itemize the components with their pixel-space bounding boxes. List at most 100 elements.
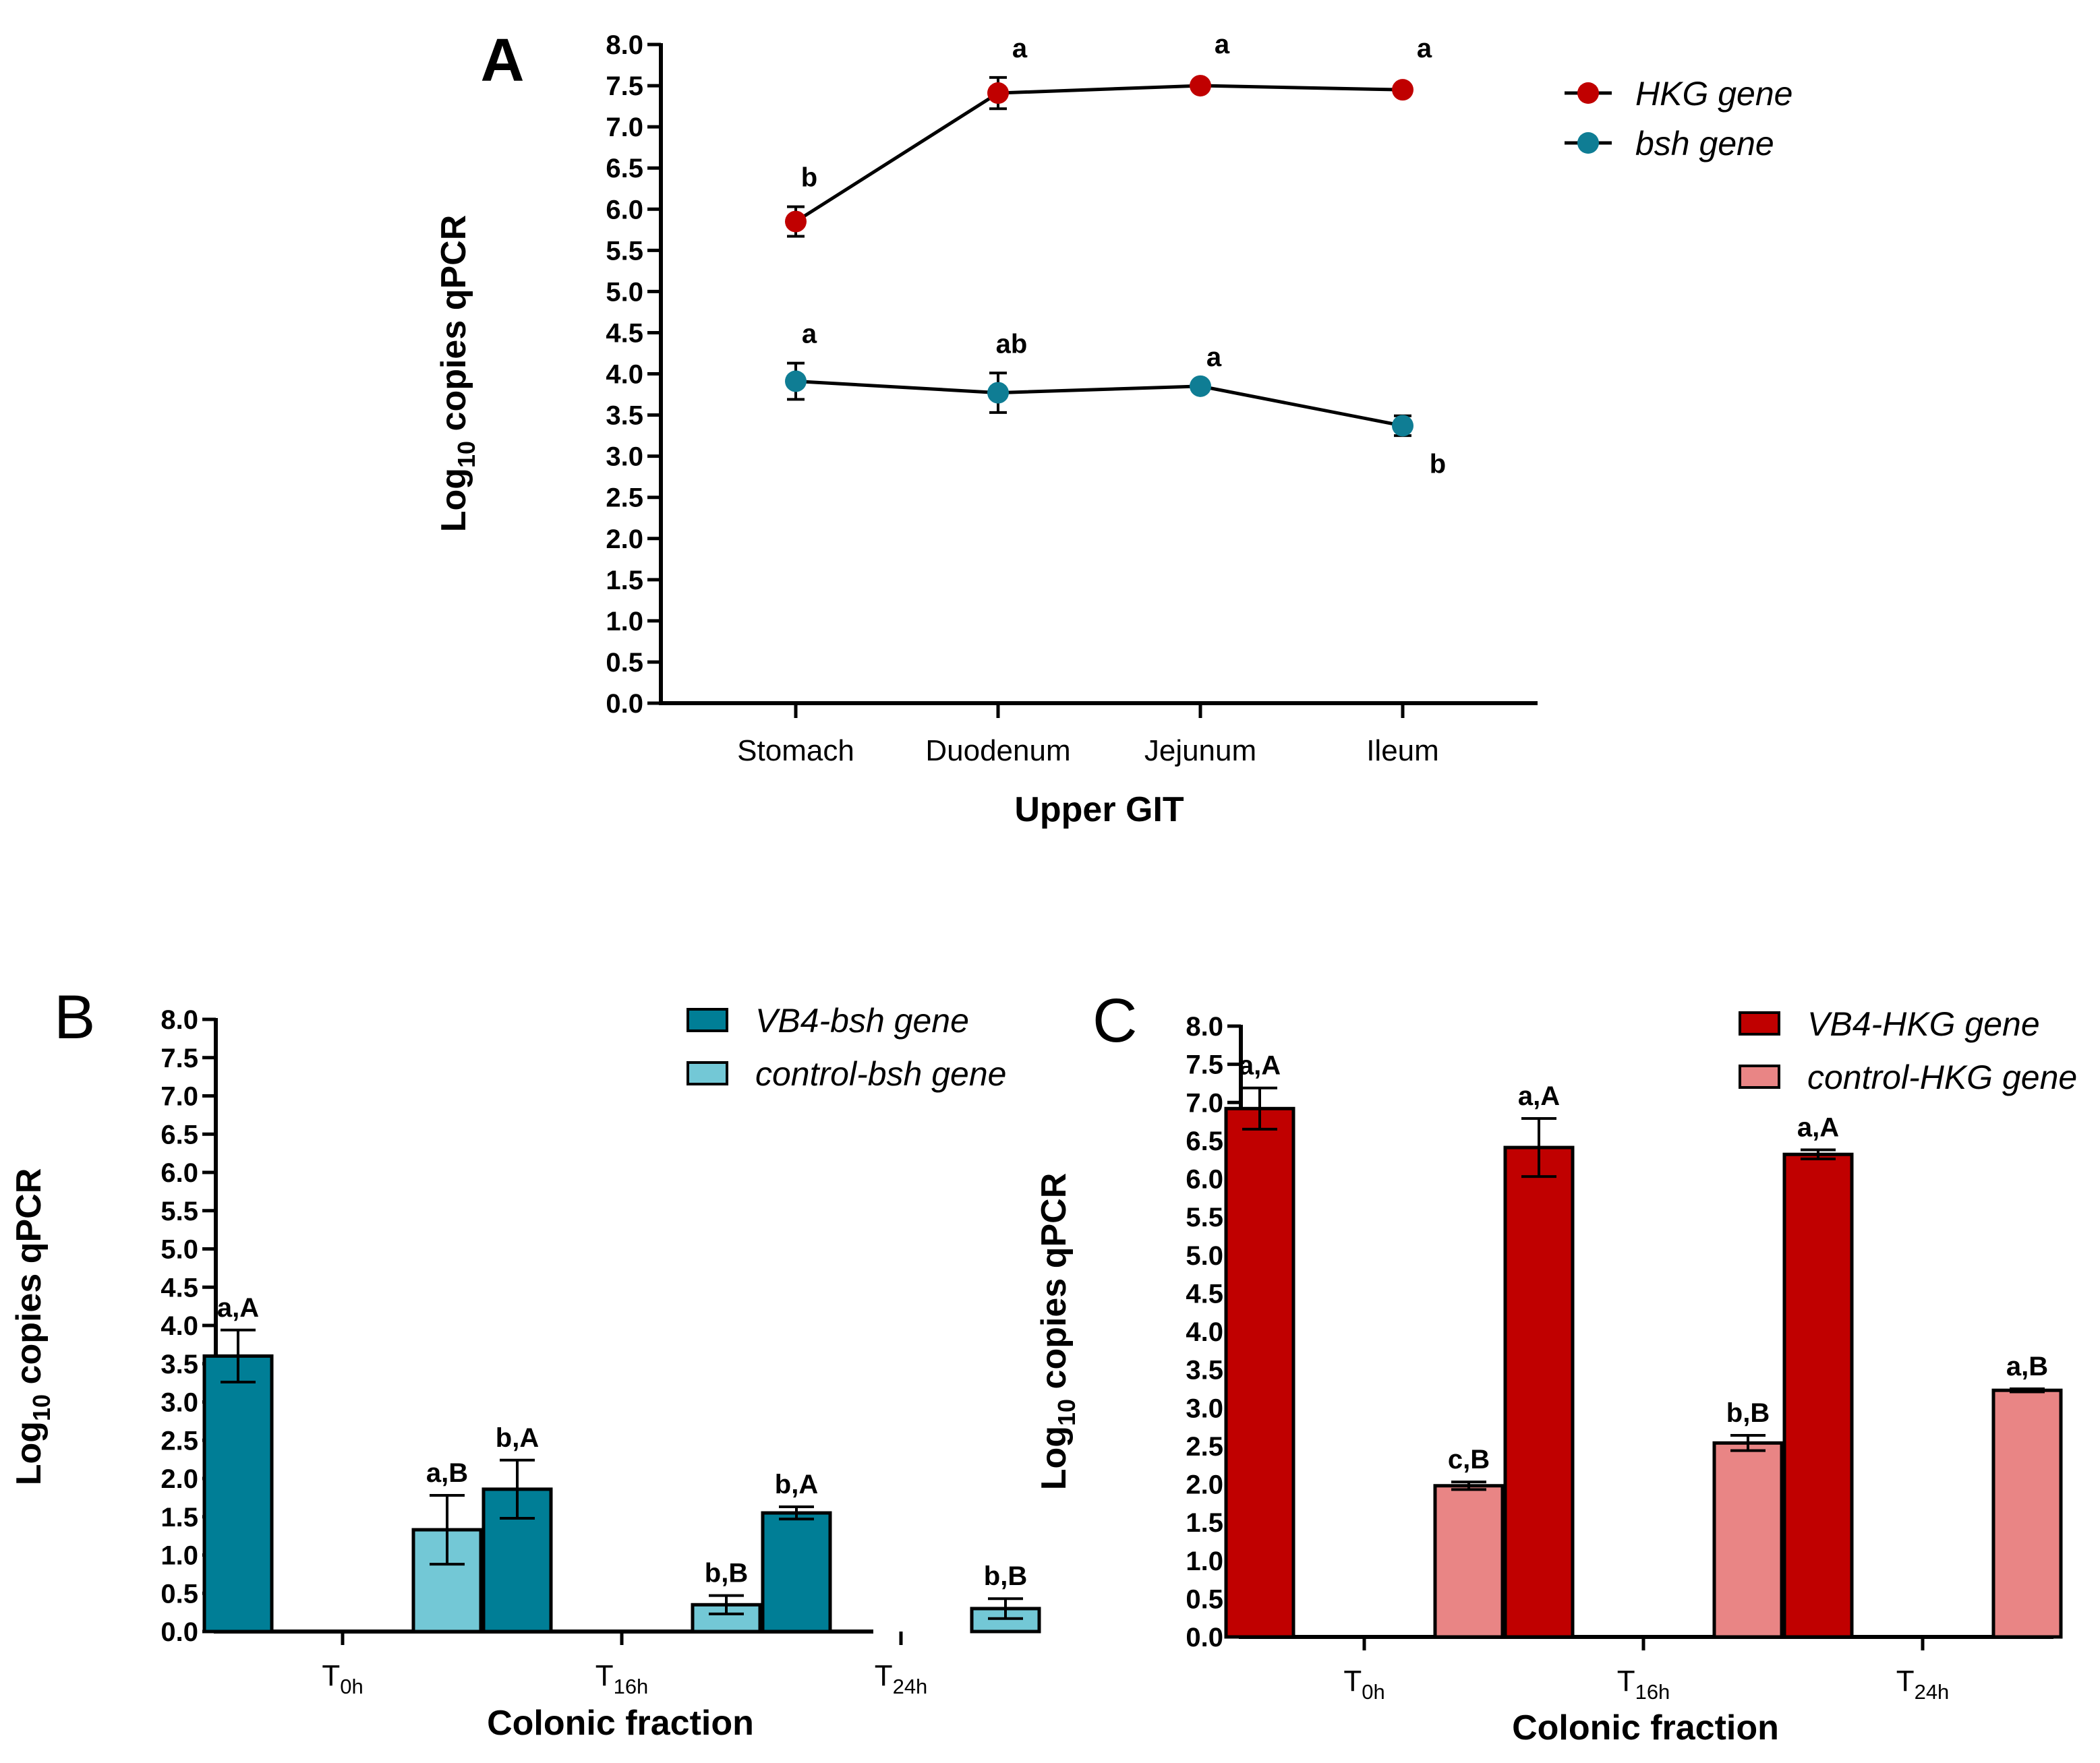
y-axis-label: Log10 copies qPCR <box>1034 1173 1080 1491</box>
panel-a-line-chart: 0.0 0.5 1.0 1.5 2.0 2.5 3.0 3.5 4.0 4.5 5.0 5.5 6.0 6… <box>434 27 1792 829</box>
significance-letter: b <box>1430 449 1446 479</box>
y-tick-label: 7.5 <box>1186 1050 1223 1080</box>
data-point <box>1190 375 1211 397</box>
x-axis-label: Colonic fraction <box>1512 1708 1779 1747</box>
y-tick-label: 5.0 <box>606 277 643 307</box>
y-axis-label-rest: copies qPCR <box>434 215 473 441</box>
legend-marker <box>1577 132 1599 154</box>
significance-letter: b,B <box>984 1561 1027 1591</box>
y-tick-label: 0.0 <box>1186 1623 1223 1652</box>
x-tick-label: T0h <box>1343 1665 1384 1704</box>
y-axis-label-sub: 10 <box>1053 1399 1080 1426</box>
data-point <box>1392 79 1413 101</box>
significance-letter: b,B <box>705 1559 748 1588</box>
bar <box>1433 1484 1505 1639</box>
data-point <box>1190 75 1211 97</box>
bar <box>1503 1145 1575 1639</box>
x-tick-label-sub: 0h <box>1362 1680 1384 1704</box>
series-line-bsh <box>795 379 1403 427</box>
y-axis-label-rest: copies qPCR <box>9 1168 49 1394</box>
legend-label: VB4-bsh gene <box>755 1002 969 1040</box>
x-tick-label: T16h <box>595 1659 649 1698</box>
bar <box>1712 1441 1784 1639</box>
y-tick-label: 3.0 <box>161 1388 198 1418</box>
panel-label-c: C <box>1092 986 1137 1055</box>
y-axis-label-rest: copies qPCR <box>1034 1173 1074 1399</box>
y-tick-label: 5.5 <box>606 236 643 266</box>
legend-swatch <box>687 1008 728 1032</box>
significance-letter: ab <box>996 329 1028 359</box>
significance-letter: a,B <box>2006 1352 2048 1381</box>
y-tick-label: 3.0 <box>1186 1394 1223 1423</box>
x-tick-label-sub: 24h <box>1915 1680 1950 1704</box>
significance-letter: b <box>801 163 817 193</box>
panel-b-bar-chart: 0.0 0.5 1.0 1.5 2.0 2.5 3.0 3.5 4.0 4.5 5.0 5.5 6.0 6… <box>9 983 1041 1743</box>
y-tick-label: 7.0 <box>606 113 643 142</box>
x-tick-label-duodenum: Duodenum <box>925 734 1070 767</box>
x-tick-label: T24h <box>875 1659 928 1698</box>
x-tick-label-main: T <box>1617 1665 1635 1698</box>
y-axis-label-sub: 10 <box>453 441 480 468</box>
y-tick-label: 6.5 <box>161 1120 198 1149</box>
x-tick-label: T16h <box>1617 1665 1670 1704</box>
legend-label-hkg: HKG gene <box>1635 75 1792 113</box>
y-tick-label: 2.5 <box>1186 1432 1223 1462</box>
x-tick-label-sub: 16h <box>1635 1680 1670 1704</box>
x-tick-label-main: T <box>595 1659 614 1692</box>
y-tick-label: 4.5 <box>606 318 643 348</box>
significance-letter: a <box>1417 34 1432 63</box>
y-tick-label: 7.0 <box>161 1082 198 1112</box>
significance-letter: a,A <box>217 1293 259 1323</box>
legend-label: control-HKG gene <box>1807 1058 2077 1096</box>
panel-c-bar-chart: 0.0 0.5 1.0 1.5 2.0 2.5 3.0 3.5 4.0 4.5 5.0 5.5 6.0 6… <box>1034 986 2077 1747</box>
y-tick-label: 8.0 <box>1186 1012 1223 1042</box>
x-tick-label-main: T <box>322 1659 340 1692</box>
y-tick-label: 8.0 <box>606 30 643 60</box>
bar <box>1782 1152 1854 1639</box>
x-tick-label-main: T <box>875 1659 893 1692</box>
y-tick-label: 1.0 <box>1186 1547 1223 1576</box>
y-tick-label: 6.0 <box>161 1158 198 1188</box>
x-tick-label-sub: 24h <box>893 1675 928 1698</box>
significance-letter: a <box>1215 30 1230 59</box>
series-line-hkg <box>794 84 1403 223</box>
significance-letter: b,A <box>775 1470 818 1499</box>
significance-letter: a,A <box>1239 1051 1281 1081</box>
y-axis-label-sub: 10 <box>28 1394 55 1421</box>
y-tick-label: 4.0 <box>1186 1317 1223 1347</box>
y-axis-label-main: Log <box>434 468 473 532</box>
x-tick-label-sub: 0h <box>340 1675 363 1698</box>
y-tick-label: 3.5 <box>606 401 643 431</box>
y-tick-label: 2.0 <box>606 525 643 554</box>
y-tick-label: 7.0 <box>1186 1088 1223 1118</box>
legend-swatch <box>1739 1011 1780 1036</box>
y-tick-label: 5.0 <box>1186 1241 1223 1271</box>
legend-label: control-bsh gene <box>755 1055 1006 1093</box>
significance-letter: a,A <box>1797 1112 1839 1142</box>
y-tick-label: 0.5 <box>161 1579 198 1609</box>
x-tick-label-main: T <box>1343 1665 1362 1698</box>
significance-letter: a <box>1206 342 1222 372</box>
y-tick-label: 0.0 <box>161 1617 198 1647</box>
y-tick-label: 2.0 <box>161 1464 198 1494</box>
x-tick-label: T24h <box>1896 1665 1950 1704</box>
significance-letter: a <box>802 320 817 349</box>
y-tick-label: 3.5 <box>1186 1356 1223 1385</box>
y-tick-label: 2.5 <box>161 1426 198 1456</box>
bar <box>1991 1388 2063 1639</box>
y-tick-label: 1.5 <box>606 566 643 595</box>
legend-label: VB4-HKG gene <box>1807 1005 2040 1043</box>
y-tick-label: 1.5 <box>1186 1508 1223 1538</box>
y-tick-label: 4.5 <box>161 1273 198 1303</box>
y-tick-label: 6.0 <box>1186 1165 1223 1195</box>
y-tick-label: 4.0 <box>606 360 643 390</box>
x-tick-label-ileum: Ileum <box>1366 734 1439 767</box>
y-tick-label: 0.0 <box>606 689 643 719</box>
data-point <box>785 210 807 233</box>
y-tick-label: 0.5 <box>606 648 643 678</box>
data-point <box>987 82 1009 104</box>
y-tick-label: 2.5 <box>606 483 643 513</box>
y-axis-label-main: Log <box>9 1421 49 1485</box>
x-tick-label: T0h <box>322 1659 363 1698</box>
